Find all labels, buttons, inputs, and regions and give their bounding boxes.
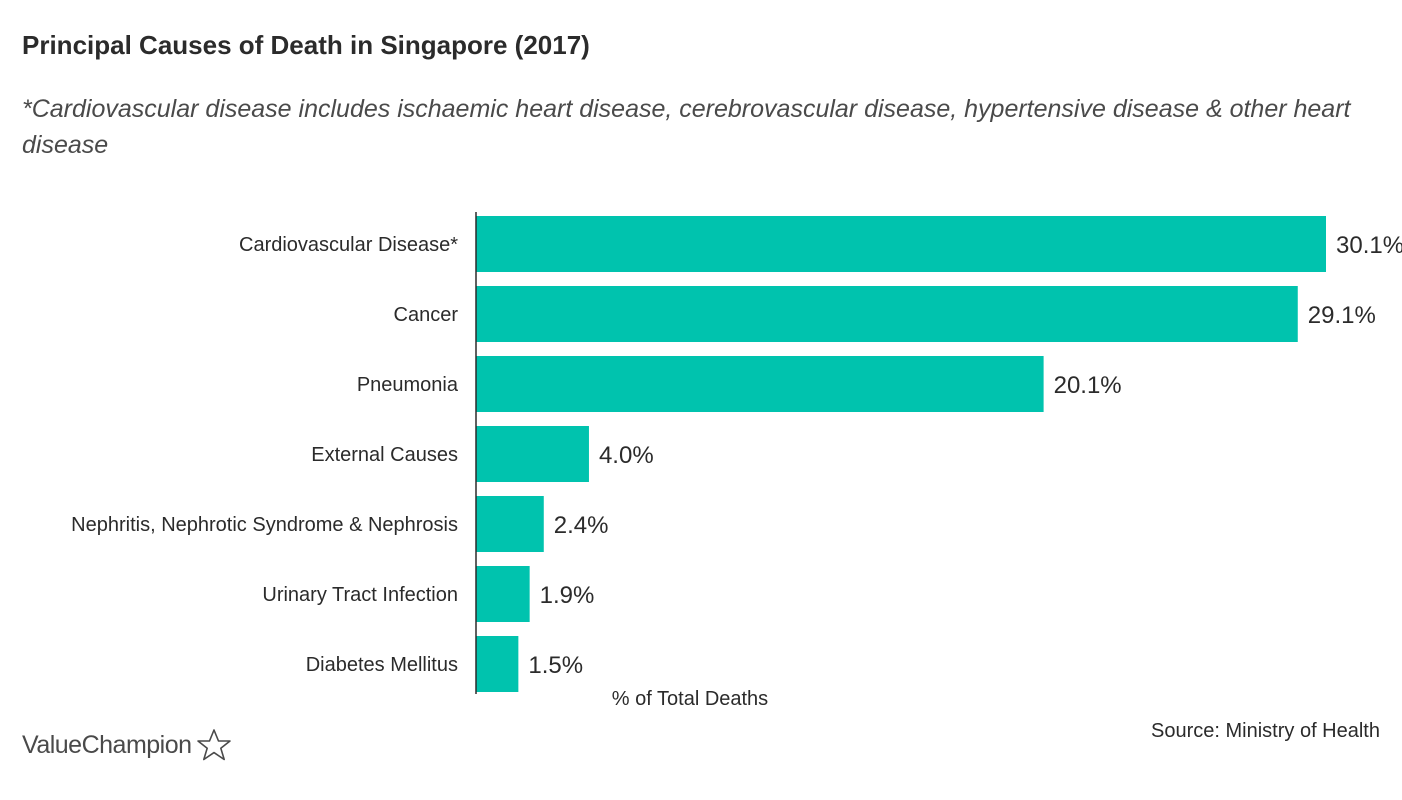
source-note: Source: Ministry of Health <box>1151 720 1380 742</box>
star-outline-icon <box>196 729 231 761</box>
category-label: Pneumonia <box>357 374 459 396</box>
category-label: Cardiovascular Disease* <box>239 234 458 256</box>
chart-subtitle: *Cardiovascular disease includes ischaem… <box>22 95 1351 159</box>
bar <box>476 496 544 552</box>
bar <box>476 216 1326 272</box>
bars-group <box>476 216 1326 692</box>
value-label: 2.4% <box>554 512 609 539</box>
bar <box>476 566 530 622</box>
value-label: 4.0% <box>599 442 654 469</box>
value-label: 1.5% <box>528 652 583 679</box>
bar <box>476 426 589 482</box>
bar <box>476 356 1044 412</box>
value-label: 30.1% <box>1336 232 1402 259</box>
category-label: External Causes <box>311 444 458 466</box>
bar <box>476 636 519 692</box>
chart-title: Principal Causes of Death in Singapore (… <box>22 30 590 60</box>
value-labels: 30.1% 29.1% 20.1% 4.0% 2.4% 1.9% 1.5% <box>528 232 1402 679</box>
category-label: Cancer <box>394 304 459 326</box>
value-label: 1.9% <box>540 582 595 609</box>
bar <box>476 286 1298 342</box>
category-label: Urinary Tract Infection <box>262 584 458 606</box>
category-label: Diabetes Mellitus <box>306 654 458 676</box>
category-labels: Cardiovascular Disease* Cancer Pneumonia Ex… <box>71 234 459 676</box>
value-label: 20.1% <box>1054 372 1122 399</box>
brand-logo: ValueChampion <box>22 728 232 762</box>
logo-text: ValueChampion <box>22 730 192 759</box>
value-label: 29.1% <box>1308 302 1376 329</box>
category-label: Nephritis, Nephrotic Syndrome & Nephrosi… <box>71 514 458 536</box>
x-axis-title: % of Total Deaths <box>612 688 768 710</box>
